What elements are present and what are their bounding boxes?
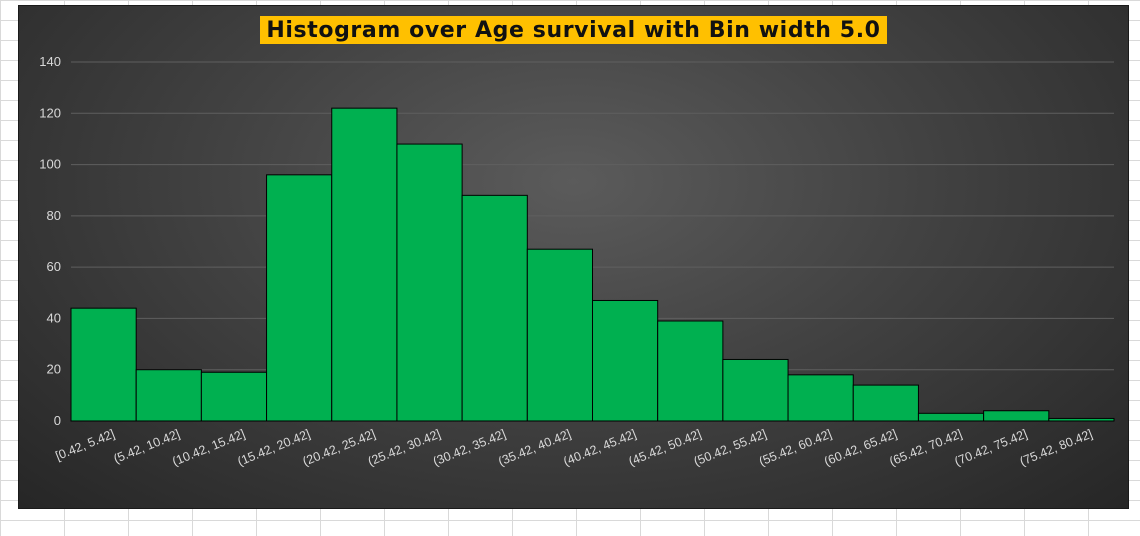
y-tick-label: 40: [47, 310, 61, 325]
x-tick-label: (50.42, 55.42]: [692, 427, 769, 469]
bar: [200, 371, 268, 422]
y-tick-label: 100: [39, 157, 61, 172]
x-tick-label: (25.42, 30.42]: [366, 427, 443, 469]
chart-title: Histogram over Age survival with Bin wid…: [260, 16, 887, 44]
y-tick-label: 140: [39, 54, 61, 69]
y-tick-label: 120: [39, 105, 61, 120]
y-tick-label: 0: [54, 413, 61, 428]
bar: [135, 369, 202, 422]
x-tick-label: (10.42, 15.42]: [170, 427, 247, 469]
x-tick-label: (30.42, 35.42]: [431, 427, 508, 469]
chart-area: Histogram over Age survival with Bin wid…: [18, 5, 1129, 509]
x-tick-label: (15.42, 20.42]: [235, 427, 312, 469]
bar: [461, 194, 528, 422]
x-tick-label: [0.42, 5.42]: [53, 427, 116, 463]
x-tick-label: (60.42, 65.42]: [822, 427, 899, 469]
chart-title-box: Histogram over Age survival with Bin wid…: [19, 16, 1128, 44]
bar: [917, 412, 985, 422]
bar: [266, 174, 333, 422]
bar: [787, 374, 854, 422]
x-tick-label: (70.42, 75.42]: [953, 427, 1030, 469]
y-tick-label: 60: [47, 259, 61, 274]
y-tick-label: 20: [47, 362, 61, 377]
x-tick-label: (40.42, 45.42]: [561, 427, 638, 469]
bar: [657, 320, 724, 422]
bar: [592, 299, 659, 422]
bar: [722, 358, 789, 422]
x-tick-label: (20.42, 25.42]: [301, 427, 378, 469]
x-tick-label: (75.42, 80.42]: [1018, 427, 1095, 469]
x-tick-label: (45.42, 50.42]: [627, 427, 704, 469]
bar: [1048, 417, 1115, 422]
bar: [526, 248, 593, 422]
x-tick-label: (65.42, 70.42]: [887, 427, 964, 469]
x-tick-label: (35.42, 40.42]: [496, 427, 573, 469]
x-tick-label: (55.42, 60.42]: [757, 427, 834, 469]
bar: [396, 143, 463, 422]
bar: [331, 107, 398, 422]
bar: [852, 384, 919, 422]
y-tick-label: 80: [47, 208, 61, 223]
bar: [983, 410, 1050, 422]
bar: [70, 307, 137, 422]
